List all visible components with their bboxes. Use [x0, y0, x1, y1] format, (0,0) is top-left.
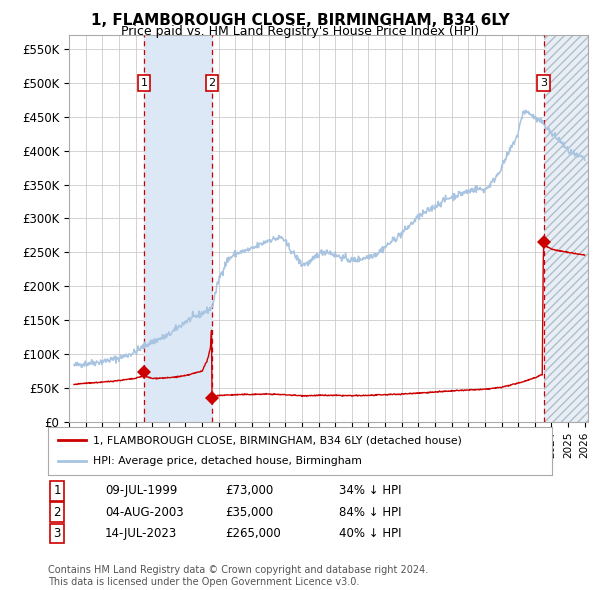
Text: 04-AUG-2003: 04-AUG-2003 [105, 506, 184, 519]
Text: 3: 3 [53, 527, 61, 540]
Bar [544, 35, 588, 422]
Text: 1: 1 [140, 78, 148, 88]
Text: 84% ↓ HPI: 84% ↓ HPI [339, 506, 401, 519]
Text: 3: 3 [540, 78, 547, 88]
Text: 2: 2 [53, 506, 61, 519]
Text: 40% ↓ HPI: 40% ↓ HPI [339, 527, 401, 540]
Text: 14-JUL-2023: 14-JUL-2023 [105, 527, 177, 540]
Bar [544, 35, 588, 422]
Text: Price paid vs. HM Land Registry's House Price Index (HPI): Price paid vs. HM Land Registry's House … [121, 25, 479, 38]
Text: HPI: Average price, detached house, Birmingham: HPI: Average price, detached house, Birm… [94, 457, 362, 467]
Text: 1, FLAMBOROUGH CLOSE, BIRMINGHAM, B34 6LY: 1, FLAMBOROUGH CLOSE, BIRMINGHAM, B34 6L… [91, 13, 509, 28]
Text: £73,000: £73,000 [225, 484, 273, 497]
Text: 1, FLAMBOROUGH CLOSE, BIRMINGHAM, B34 6LY (detached house): 1, FLAMBOROUGH CLOSE, BIRMINGHAM, B34 6L… [94, 435, 462, 445]
Text: 34% ↓ HPI: 34% ↓ HPI [339, 484, 401, 497]
Text: £35,000: £35,000 [225, 506, 273, 519]
Bar [144, 35, 212, 422]
Text: 1: 1 [53, 484, 61, 497]
Text: 2: 2 [208, 78, 215, 88]
Text: Contains HM Land Registry data © Crown copyright and database right 2024.
This d: Contains HM Land Registry data © Crown c… [48, 565, 428, 587]
Text: 09-JUL-1999: 09-JUL-1999 [105, 484, 178, 497]
Text: £265,000: £265,000 [225, 527, 281, 540]
